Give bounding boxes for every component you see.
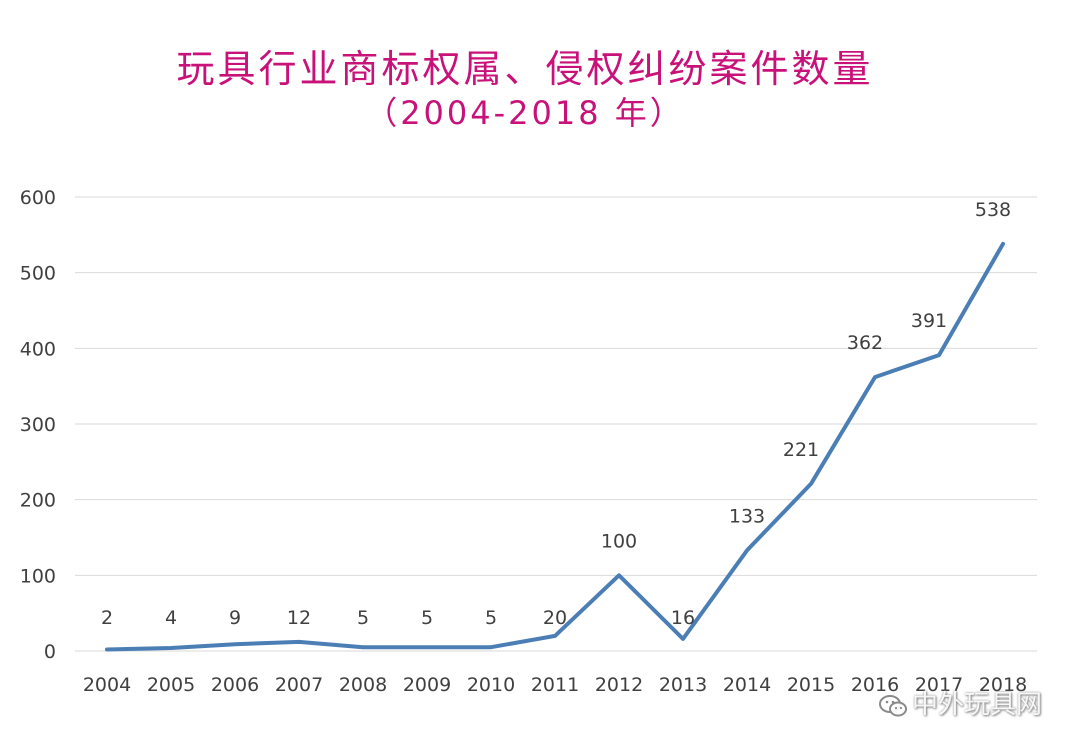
data-label: 391 <box>911 310 947 332</box>
y-tick-label: 100 <box>20 565 56 587</box>
data-label: 5 <box>421 607 433 629</box>
x-tick-label: 2018 <box>979 674 1027 696</box>
data-label: 5 <box>485 607 497 629</box>
data-label: 133 <box>729 505 765 527</box>
data-label: 20 <box>543 607 567 629</box>
x-tick-label: 2010 <box>467 674 515 696</box>
series-line <box>105 241 1005 652</box>
chart-title: 玩具行业商标权属、侵权纠纷案件数量 <box>176 47 874 91</box>
x-tick-label: 2007 <box>275 674 323 696</box>
data-label: 538 <box>975 199 1011 221</box>
y-axis-ticks: 0 100 200 300 400 500 600 <box>20 187 56 663</box>
x-tick-label: 2013 <box>659 674 707 696</box>
data-label: 4 <box>165 607 177 629</box>
wechat-icon <box>879 694 907 716</box>
x-tick-label: 2009 <box>403 674 451 696</box>
data-label: 362 <box>847 332 883 354</box>
data-labels: 2 4 9 12 5 5 5 20 100 16 133 221 362 391 538 <box>101 199 1011 629</box>
watermark: 中外玩具网 <box>878 684 1042 721</box>
data-label: 100 <box>601 530 637 552</box>
x-axis-ticks: 2004 2005 2006 2007 2008 2009 2010 2011 2012 2013… <box>83 674 1027 696</box>
data-label: 16 <box>671 607 695 629</box>
chart-subtitle: （2004-2018 年） <box>365 94 685 132</box>
x-tick-label: 2008 <box>339 674 387 696</box>
data-label: 221 <box>783 439 819 461</box>
x-tick-label: 2014 <box>723 674 771 696</box>
y-tick-label: 500 <box>20 263 56 285</box>
x-tick-label: 2006 <box>211 674 259 696</box>
y-tick-label: 300 <box>20 414 56 436</box>
x-tick-label: 2015 <box>787 674 835 696</box>
y-tick-label: 200 <box>20 490 56 512</box>
data-label: 5 <box>357 607 369 629</box>
watermark-text: 中外玩具网 <box>912 690 1043 720</box>
data-label: 2 <box>101 607 113 629</box>
y-tick-label: 0 <box>44 641 56 663</box>
y-tick-label: 400 <box>20 338 56 360</box>
x-tick-label: 2004 <box>83 674 131 696</box>
x-tick-label: 2005 <box>147 674 195 696</box>
y-tick-label: 600 <box>20 187 56 209</box>
data-label: 12 <box>287 607 311 629</box>
x-tick-label: 2011 <box>531 674 579 696</box>
x-tick-label: 2017 <box>915 674 963 696</box>
data-label: 9 <box>229 607 241 629</box>
x-tick-label: 2012 <box>595 674 643 696</box>
gridlines <box>75 196 1037 652</box>
x-tick-label: 2016 <box>851 674 899 696</box>
